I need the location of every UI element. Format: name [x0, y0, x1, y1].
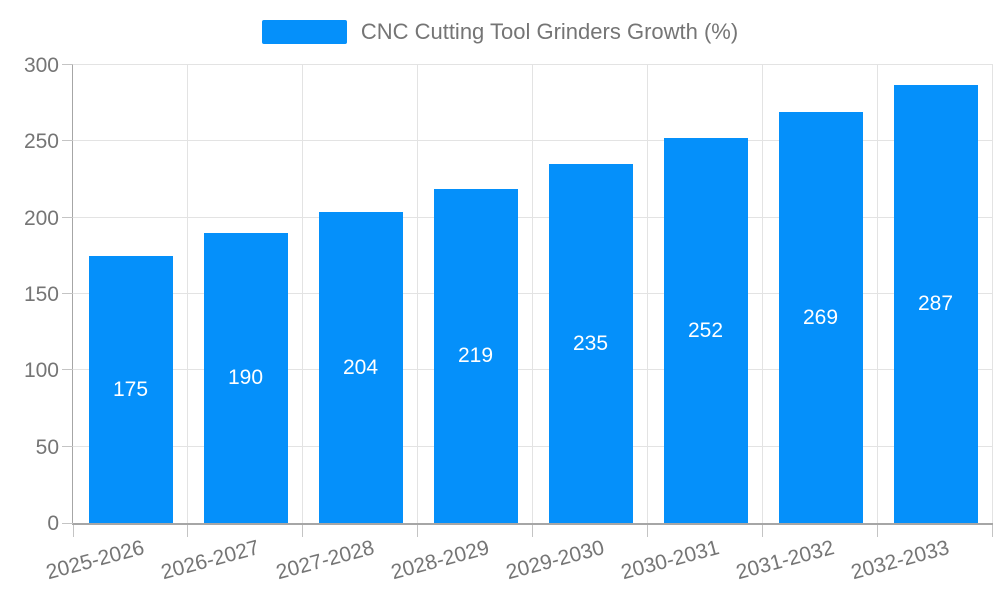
legend-swatch [261, 20, 347, 44]
y-axis-tick [62, 445, 73, 447]
bar-value-label: 190 [227, 366, 264, 390]
y-axis-tick-label: 50 [35, 435, 59, 459]
x-axis-tick [877, 525, 878, 537]
gridline-vertical [187, 65, 188, 523]
legend[interactable]: CNC Cutting Tool Grinders Growth (%) [0, 19, 1000, 45]
bar[interactable]: 190 [203, 232, 288, 523]
x-axis-tick [417, 525, 418, 537]
gridline-horizontal [73, 140, 993, 142]
y-axis-tick-label: 250 [23, 130, 59, 154]
x-axis-tick [762, 525, 763, 537]
gridline-horizontal [73, 64, 993, 65]
gridline-vertical [647, 65, 648, 523]
x-axis-tick [647, 525, 648, 537]
gridline-vertical [417, 65, 418, 523]
x-axis-tick [532, 525, 533, 537]
y-axis-tick [62, 216, 73, 218]
gridline-vertical [992, 65, 993, 523]
gridline-horizontal [73, 369, 993, 371]
legend-label: CNC Cutting Tool Grinders Growth (%) [360, 19, 739, 44]
bar[interactable]: 175 [88, 255, 173, 523]
bar-value-label: 204 [342, 355, 379, 379]
bar-value-label: 219 [457, 344, 494, 368]
gridline-horizontal [73, 445, 993, 447]
bar-value-label: 287 [917, 292, 954, 316]
bar[interactable]: 287 [893, 84, 978, 523]
bar[interactable]: 219 [433, 188, 518, 523]
gridline-vertical [532, 65, 533, 523]
y-axis-tick [62, 293, 73, 294]
y-axis-tick-label: 100 [23, 359, 59, 383]
plot-area: 0 50 100 150 200 250 300 175 2025-2026 190 2026-20… [24, 55, 993, 584]
y-axis-tick-label: 0 [47, 512, 59, 535]
bar-value-label: 235 [572, 332, 609, 356]
x-axis-tick [992, 525, 993, 537]
gridline-vertical [302, 65, 303, 523]
y-axis-tick [62, 523, 73, 524]
bar[interactable]: 235 [548, 164, 633, 523]
bar[interactable]: 252 [663, 138, 748, 523]
x-axis-tick [302, 525, 303, 537]
x-axis-tick [187, 525, 188, 537]
y-axis-tick [62, 64, 73, 65]
bar-value-label: 269 [802, 306, 839, 330]
bar-value-label: 252 [687, 319, 724, 343]
bar[interactable]: 269 [778, 112, 863, 523]
y-axis-tick-label: 200 [23, 206, 59, 230]
gridline-horizontal [73, 293, 993, 294]
bar-value-label: 175 [112, 377, 149, 401]
gridline-vertical [877, 65, 878, 523]
gridline-horizontal [73, 216, 993, 218]
y-axis-tick [62, 140, 73, 142]
y-axis-tick-label: 150 [23, 283, 59, 306]
x-axis-tick [73, 525, 74, 537]
bar[interactable]: 204 [318, 211, 403, 523]
gridline-vertical [762, 65, 763, 523]
y-axis-tick-label: 300 [23, 54, 59, 77]
y-axis-tick [62, 369, 73, 371]
